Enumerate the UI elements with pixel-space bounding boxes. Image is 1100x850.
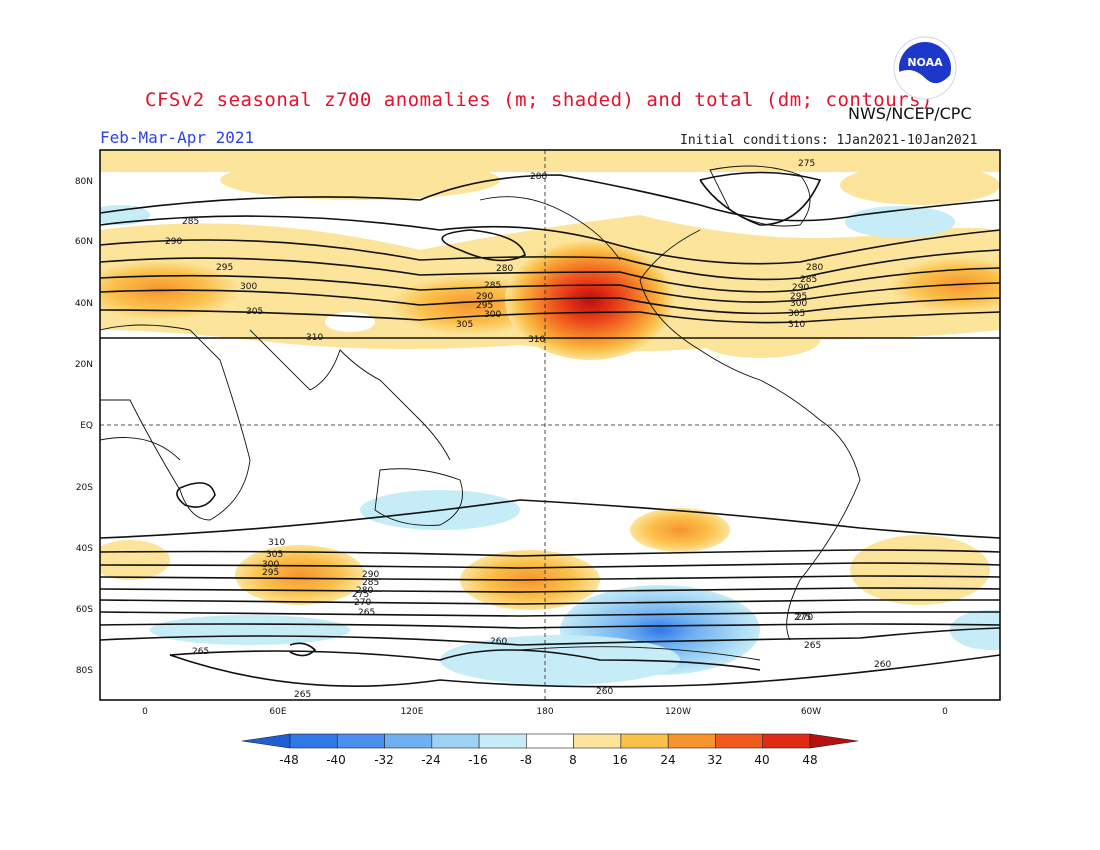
lon-label: 60W xyxy=(801,707,821,717)
lat-label: 60S xyxy=(76,605,93,615)
colorbar-segment xyxy=(336,733,385,749)
map-gridlines xyxy=(100,150,1000,700)
colorbar-segment xyxy=(620,733,669,749)
chart-title: CFSv2 seasonal z700 anomalies (m; shaded… xyxy=(145,89,933,111)
lat-label: 20N xyxy=(75,360,93,370)
latitude-labels: 80N 60N 40N 20N EQ 20S 40S 60S 80S xyxy=(75,177,93,676)
svg-text:295: 295 xyxy=(262,568,279,578)
lon-label: 120E xyxy=(401,707,424,717)
svg-text:290: 290 xyxy=(362,570,379,580)
coastlines xyxy=(100,165,861,661)
svg-text:265: 265 xyxy=(192,647,209,657)
svg-text:275: 275 xyxy=(798,159,815,169)
colorbar-segment xyxy=(573,733,622,749)
lat-label: 80S xyxy=(76,666,93,676)
svg-text:305: 305 xyxy=(788,309,805,319)
colorbar-segment xyxy=(431,733,480,749)
svg-text:300: 300 xyxy=(790,299,807,309)
svg-text:300: 300 xyxy=(240,282,257,292)
lat-label: 40S xyxy=(76,544,93,554)
season-label: Feb-Mar-Apr 2021 xyxy=(100,128,255,147)
svg-text:285: 285 xyxy=(484,281,501,291)
colorbar-segment xyxy=(289,733,338,749)
colorbar-segment xyxy=(526,733,574,749)
svg-text:270: 270 xyxy=(796,613,813,623)
noaa-logo-icon: NOAA xyxy=(893,36,957,100)
svg-text:280: 280 xyxy=(496,264,513,274)
lat-label: 20S xyxy=(76,483,93,493)
lon-label: 180 xyxy=(536,707,553,717)
svg-text:290: 290 xyxy=(165,237,182,247)
svg-text:280: 280 xyxy=(356,586,373,596)
svg-text:290: 290 xyxy=(476,292,493,302)
svg-text:260: 260 xyxy=(596,687,613,697)
lon-label: 0 xyxy=(942,707,948,717)
svg-text:290: 290 xyxy=(792,283,809,293)
colorbar xyxy=(241,733,859,749)
svg-text:280: 280 xyxy=(530,172,547,182)
svg-text:275: 275 xyxy=(794,613,811,623)
colorbar-tick: -8 xyxy=(520,753,532,767)
colorbar-tick: -48 xyxy=(279,753,299,767)
colorbar-tick: 48 xyxy=(802,753,817,767)
colorbar-tick: 24 xyxy=(660,753,675,767)
svg-text:305: 305 xyxy=(246,307,263,317)
colorbar-right-arrow xyxy=(809,733,859,749)
anomaly-shading xyxy=(100,150,1000,685)
map-frame xyxy=(99,149,1001,701)
colorbar-tick: -40 xyxy=(326,753,346,767)
svg-text:285: 285 xyxy=(362,578,379,588)
svg-text:265: 265 xyxy=(294,690,311,700)
svg-text:275: 275 xyxy=(352,590,369,600)
svg-text:260: 260 xyxy=(874,660,891,670)
colorbar-left-arrow xyxy=(241,733,291,749)
svg-text:270: 270 xyxy=(354,598,371,608)
colorbar-tick: -32 xyxy=(374,753,394,767)
svg-text:295: 295 xyxy=(216,263,233,273)
colorbar-tick: 40 xyxy=(754,753,769,767)
contour-labels: 280 285 290 295 300 305 310 275 280 285 … xyxy=(165,159,891,700)
colorbar-tick: 32 xyxy=(707,753,722,767)
colorbar-segment xyxy=(762,733,811,749)
svg-text:285: 285 xyxy=(800,275,817,285)
svg-text:260: 260 xyxy=(490,637,507,647)
lon-label: 120W xyxy=(665,707,691,717)
noaa-logo-text: NOAA xyxy=(907,56,943,69)
height-contours xyxy=(100,171,1000,688)
svg-text:310: 310 xyxy=(268,538,285,548)
lat-label: 80N xyxy=(75,177,93,187)
colorbar-segment xyxy=(667,733,716,749)
svg-text:310: 310 xyxy=(306,333,323,343)
colorbar-tick: 8 xyxy=(569,753,577,767)
svg-text:300: 300 xyxy=(484,310,501,320)
agency-label: NWS/NCEP/CPC xyxy=(848,104,972,123)
lat-label: EQ xyxy=(80,421,93,431)
svg-text:285: 285 xyxy=(182,217,199,227)
lon-label: 0 xyxy=(142,707,148,717)
svg-text:295: 295 xyxy=(476,301,493,311)
colorbar-segment xyxy=(715,733,764,749)
svg-text:310: 310 xyxy=(788,320,805,330)
svg-text:300: 300 xyxy=(262,560,279,570)
svg-text:265: 265 xyxy=(358,608,375,618)
lon-label: 60E xyxy=(269,707,286,717)
svg-text:310: 310 xyxy=(528,335,545,345)
colorbar-tick: -24 xyxy=(421,753,441,767)
svg-text:280: 280 xyxy=(806,263,823,273)
longitude-labels: 0 60E 120E 180 120W 60W 0 xyxy=(142,707,948,717)
lat-label: 60N xyxy=(75,237,93,247)
svg-text:305: 305 xyxy=(456,320,473,330)
svg-text:265: 265 xyxy=(804,641,821,651)
lat-label: 40N xyxy=(75,299,93,309)
svg-text:295: 295 xyxy=(790,292,807,302)
initial-conditions-label: Initial conditions: 1Jan2021-10Jan2021 xyxy=(680,133,978,148)
colorbar-segment xyxy=(384,733,433,749)
colorbar-ticks: -48 -40 -32 -24 -16 -8 8 16 24 32 40 48 xyxy=(279,753,817,767)
colorbar-segment xyxy=(478,733,527,749)
colorbar-tick: -16 xyxy=(468,753,488,767)
colorbar-tick: 16 xyxy=(612,753,627,767)
svg-text:305: 305 xyxy=(266,550,283,560)
